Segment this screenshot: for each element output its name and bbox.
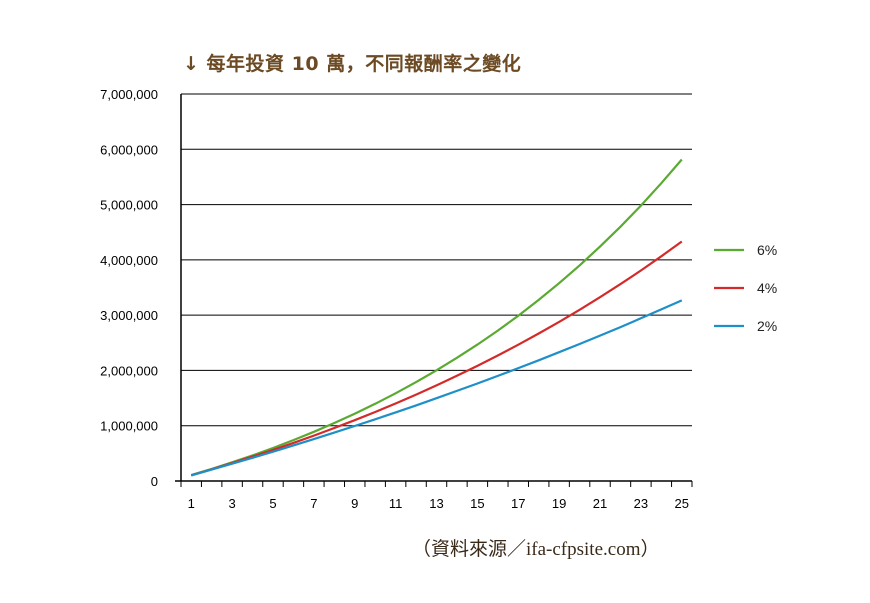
y-tick-label: 7,000,000 (100, 87, 158, 102)
x-tick-label: 7 (310, 496, 317, 511)
y-tick-label: 4,000,000 (100, 253, 158, 268)
x-tick-label: 17 (511, 496, 525, 511)
source-note: （資料來源／ifa-cfpsite.com） (412, 539, 660, 560)
y-tick-label: 3,000,000 (100, 308, 158, 323)
y-tick-label: 5,000,000 (100, 198, 158, 213)
x-tick-label: 1 (188, 496, 195, 511)
y-tick-label: 1,000,000 (100, 419, 158, 434)
legend-label: 2% (757, 318, 777, 334)
x-tick-label: 11 (389, 496, 403, 511)
legend-label: 4% (757, 280, 777, 296)
x-tick-label: 19 (552, 496, 566, 511)
x-tick-label: 9 (351, 496, 358, 511)
x-tick-label: 25 (675, 496, 689, 511)
x-tick-label: 15 (470, 496, 484, 511)
x-tick-label: 13 (429, 496, 443, 511)
x-tick-label: 21 (593, 496, 607, 511)
chart-title: ↓ 每年投資 10 萬，不同報酬率之變化 (183, 53, 522, 75)
series-line-2pct (190, 299, 683, 477)
legend-label: 6% (757, 242, 777, 258)
series-line-4pct (190, 240, 683, 477)
y-tick-label: 2,000,000 (100, 363, 158, 378)
x-tick-label: 3 (228, 496, 235, 511)
y-tick-label: 0 (151, 474, 158, 489)
x-tick-label: 23 (634, 496, 648, 511)
x-tick-label: 5 (269, 496, 276, 511)
y-tick-label: 6,000,000 (100, 142, 158, 157)
series-line-6pct (190, 158, 683, 477)
